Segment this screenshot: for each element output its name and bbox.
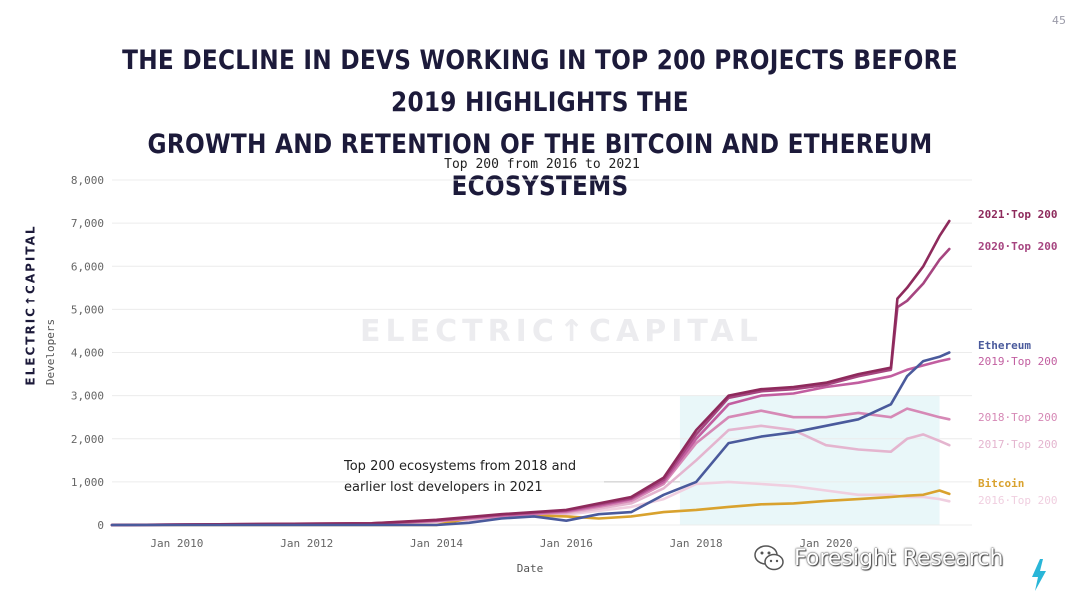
x-axis-label: Date	[517, 562, 544, 575]
page-headline: THE DECLINE IN DEVS WORKING IN TOP 200 P…	[110, 40, 970, 208]
lightning-bolt-icon	[1032, 559, 1046, 591]
x-tick-label: Jan 2012	[280, 537, 333, 550]
chart-brand-watermark: ELECTRIC↑CAPITAL	[360, 314, 763, 349]
chart-annotation: Top 200 ecosystems from 2018 and earlier…	[344, 456, 594, 498]
y-tick-label: 5,000	[71, 303, 104, 316]
headline-line-1: THE DECLINE IN DEVS WORKING IN TOP 200 P…	[122, 45, 958, 118]
series-label-2019-top-200: 2019·Top 200	[978, 355, 1057, 368]
series-label-2020-top-200: 2020·Top 200	[978, 240, 1057, 253]
source-watermark-text: Foresight Research	[794, 545, 1004, 571]
x-tick-label: Jan 2014	[410, 537, 463, 550]
headline-line-2: GROWTH AND RETENTION OF THE BITCOIN AND …	[147, 129, 933, 202]
y-tick-label: 3,000	[71, 390, 104, 403]
series-label-2018-top-200: 2018·Top 200	[978, 411, 1057, 424]
x-tick-label: Jan 2020	[799, 537, 852, 550]
y-axis-label: Developers	[44, 319, 57, 385]
grid-lines	[112, 179, 972, 526]
y-tick-label: 8,000	[71, 174, 104, 187]
series-label-2016-top-200: 2016·Top 200	[978, 494, 1057, 507]
series-label-2021-top-200: 2021·Top 200	[978, 208, 1057, 221]
page-number: 45	[1052, 14, 1066, 27]
y-axis-ticks: 0 1,000 2,000 3,000 4,000 5,000 6,000 7,000 8,00…	[71, 174, 104, 532]
series-labels: 2021·Top 200 2020·Top 200 2019·Top 200 2018…	[978, 208, 1057, 507]
y-tick-label: 6,000	[71, 260, 104, 273]
series-line-2021-top-200	[110, 219, 951, 527]
x-axis-ticks: Jan 2010 Jan 2012 Jan 2014 Jan 2016 Jan 2018…	[150, 537, 852, 550]
series-line-ethereum	[110, 351, 951, 527]
y-tick-label: 7,000	[71, 217, 104, 230]
source-watermark: Foresight Research	[752, 540, 1003, 576]
y-tick-label: 4,000	[71, 347, 104, 360]
series-label-ethereum: Ethereum	[978, 339, 1031, 352]
y-tick-label: 2,000	[71, 433, 104, 446]
series-label-bitcoin: Bitcoin	[978, 477, 1024, 490]
series-lines	[110, 219, 951, 527]
wechat-icon	[754, 545, 784, 571]
chart-title: Top 200 from 2016 to 2021	[444, 157, 640, 172]
series-label-2017-top-200: 2017·Top 200	[978, 438, 1057, 451]
x-tick-label: Jan 2018	[670, 537, 723, 550]
annotation-line-2: earlier lost developers in 2021	[344, 480, 543, 495]
x-tick-label: Jan 2010	[150, 537, 203, 550]
annotation-line-1: Top 200 ecosystems from 2018 and	[344, 459, 577, 474]
y-tick-label: 1,000	[71, 476, 104, 489]
y-tick-label: 0	[97, 519, 104, 532]
x-tick-label: Jan 2016	[540, 537, 593, 550]
